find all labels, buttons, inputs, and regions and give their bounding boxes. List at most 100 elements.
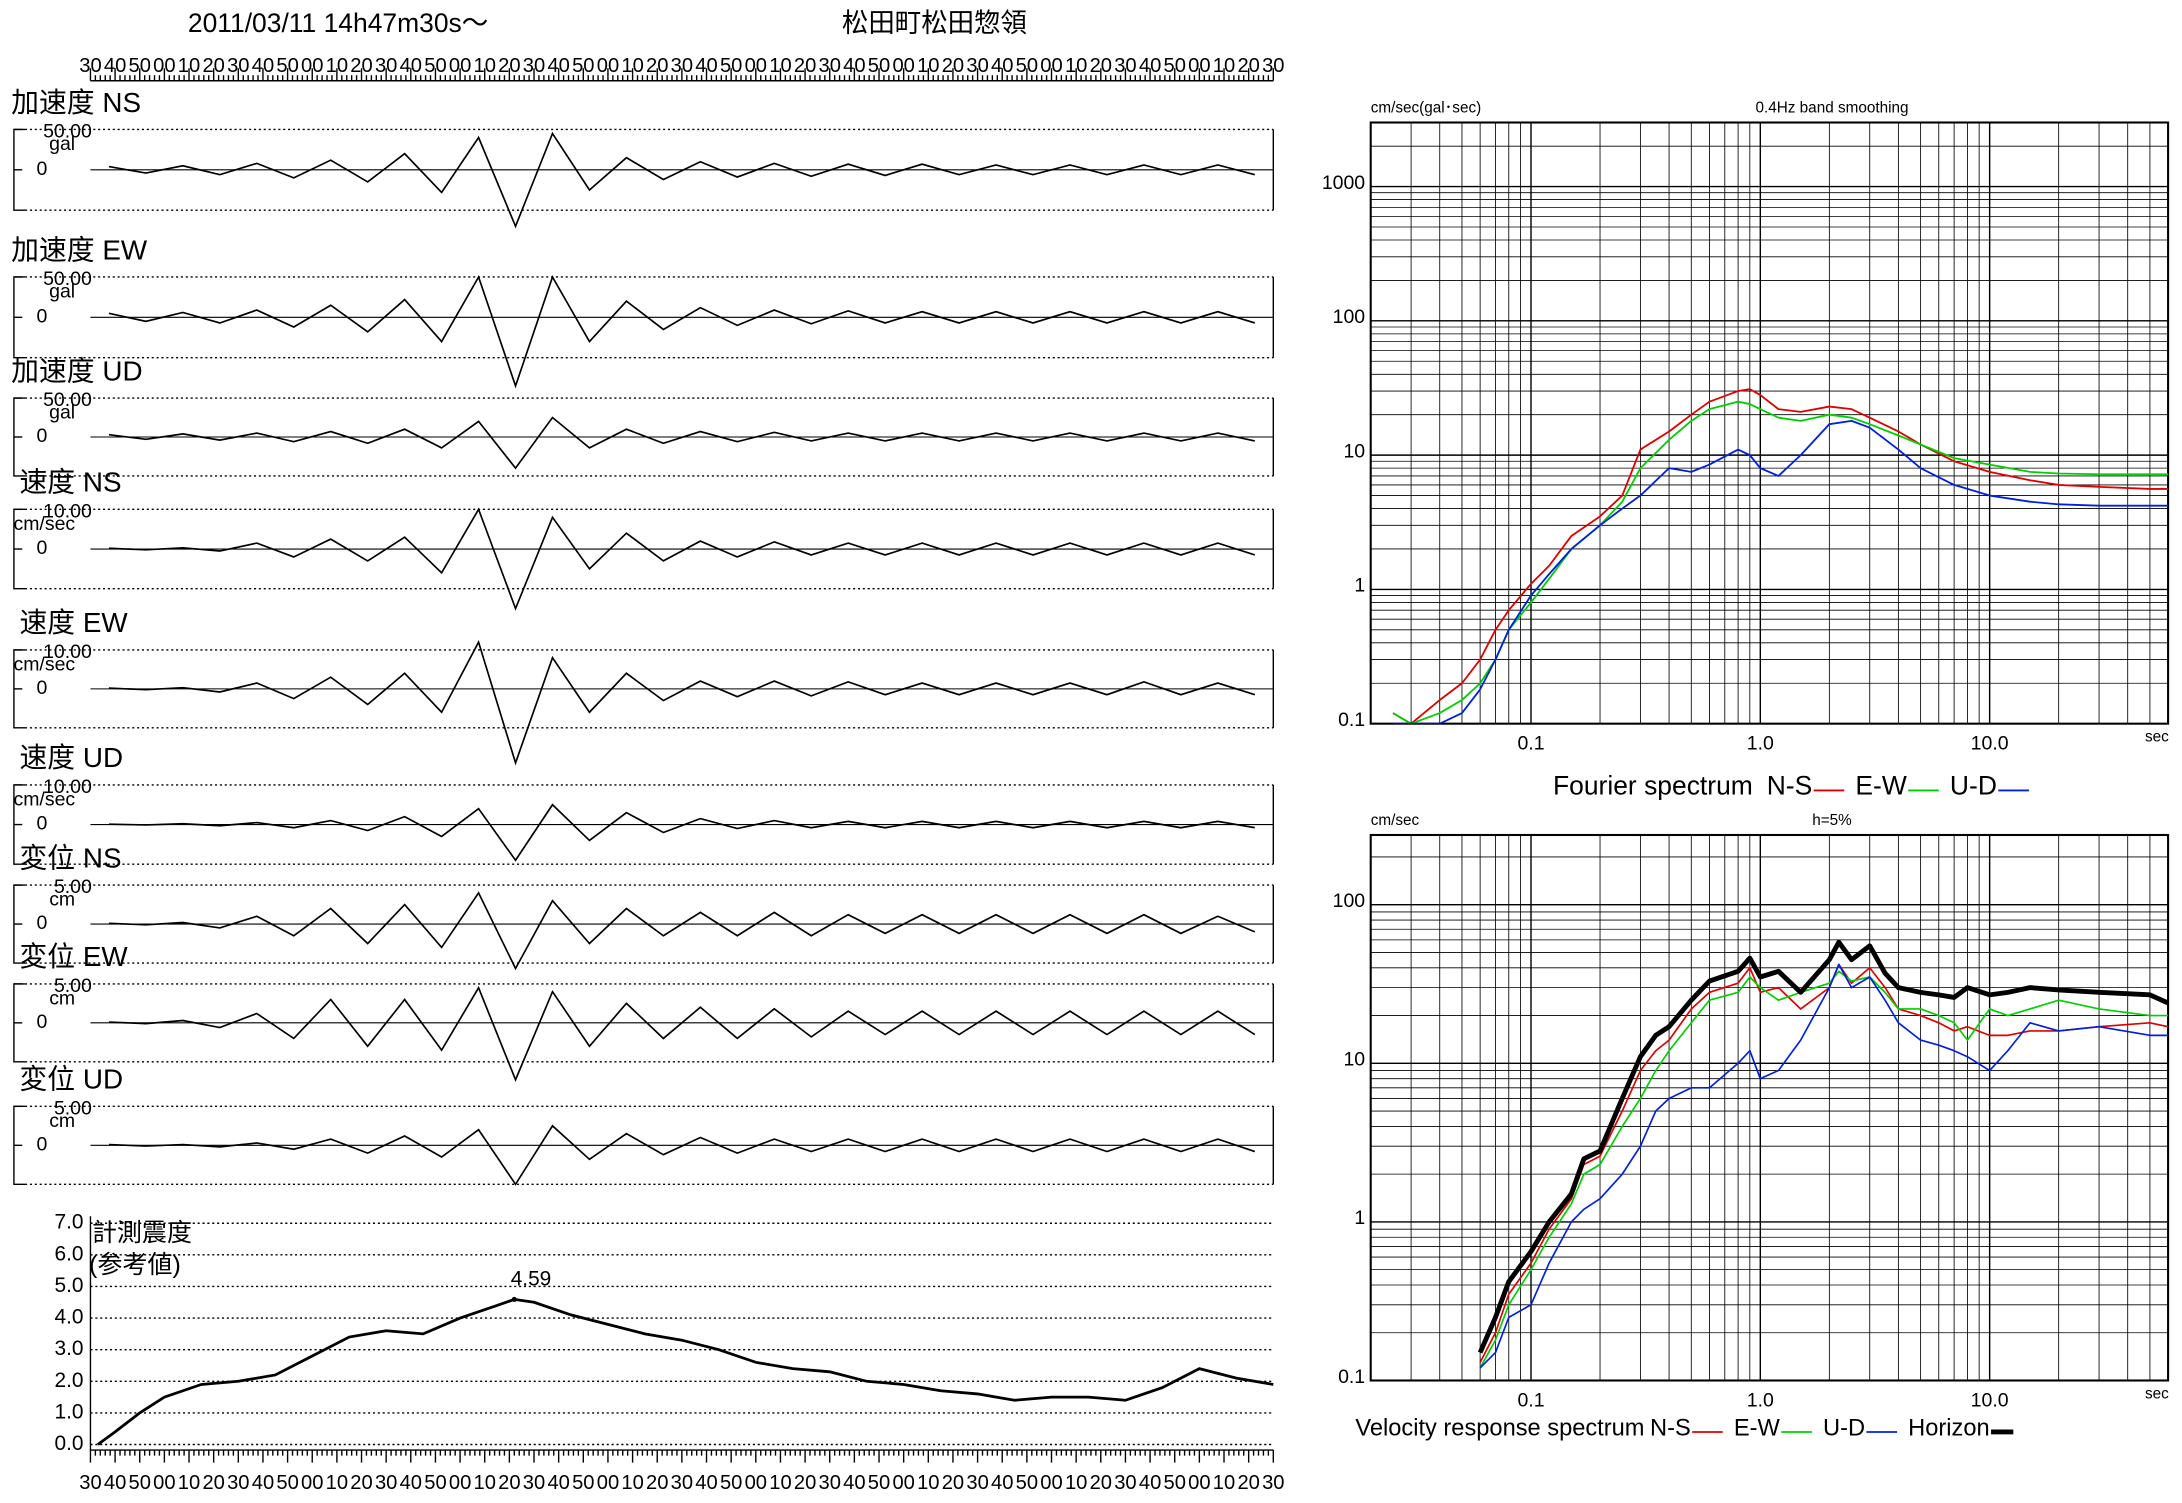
y-tick-label: 0 [36,677,47,699]
time-tick-label: 40 [104,1472,126,1494]
time-tick-label: 10 [178,55,200,77]
legend-title: Velocity response spectrum [1355,1415,1644,1441]
waveform [108,985,1256,1082]
x-tick-label: 1.0 [1747,733,1774,755]
unit-label: gal [49,401,75,423]
time-tick-label: 30 [79,55,101,77]
spectrum-line [1479,970,2169,1369]
time-tick-label: 00 [449,55,471,77]
y-tick-label: 50.00 [43,120,92,142]
y-axis-label: cm/sec [1371,812,1420,829]
time-tick-label: 40 [695,1472,717,1494]
unit-label: gal [49,133,75,155]
time-tick-label: 50 [572,55,594,77]
time-tick-label: 40 [252,1472,274,1494]
time-tick-label: 30 [1262,1472,1284,1494]
y-tick-label: 3.0 [54,1337,83,1360]
time-tick-label: 10 [769,1472,791,1494]
x-tick-label: 10.0 [1971,733,2009,755]
time-tick-label: 30 [671,55,693,77]
chart-title: 0.4Hz band smoothing [1755,100,1908,117]
time-tick-label: 30 [966,1472,988,1494]
time-tick-label: 40 [400,1472,422,1494]
time-tick-label: 30 [523,1472,545,1494]
time-tick-label: 40 [400,55,422,77]
time-tick-label: 40 [547,1472,569,1494]
waveform [108,639,1256,766]
time-tick-label: 20 [350,55,372,77]
time-tick-label: 40 [843,1472,865,1494]
time-tick-label: 40 [1139,1472,1161,1494]
y-tick-label: 0 [36,537,47,559]
series-group [1477,939,2169,1369]
y-tick-label: 0 [36,305,47,327]
time-tick-label: 40 [991,55,1013,77]
y-tick-label: 0.1 [1338,709,1365,731]
time-tick-label: 00 [153,1472,175,1494]
time-tick-label: 50 [1016,55,1038,77]
y-tick-label: 0 [36,1011,47,1033]
time-tick-label: 00 [1040,55,1062,77]
intensity-title: 計測震度 [92,1219,192,1247]
time-tick-label: 50 [868,1472,890,1494]
unit-label: cm [49,889,75,911]
time-tick-label: 50 [424,1472,446,1494]
time-tick-label: 30 [227,1472,249,1494]
time-tick-label: 50 [720,1472,742,1494]
time-tick-label: 20 [794,55,816,77]
time-tick-label: 10 [621,55,643,77]
time-tick-label: 50 [1164,55,1186,77]
trace-title: 加速度 NS [11,87,141,118]
y-tick-label: 100 [1333,890,1366,912]
spectrum-line [1392,388,2169,724]
waveform [108,131,1256,229]
trace-title: 変位 UD [19,1064,123,1095]
time-tick-label: 40 [547,55,569,77]
legend-title: Fourier spectrum [1553,771,1753,801]
waveform [108,507,1256,611]
y-tick-label: 5.00 [54,1097,92,1119]
time-tick-label: 50 [572,1472,594,1494]
y-tick-label: 10.00 [43,500,92,522]
time-tick-label: 20 [942,1472,964,1494]
time-tick-label: 30 [819,55,841,77]
time-tick-label: 10 [178,1472,200,1494]
time-tick-label: 10 [1213,1472,1235,1494]
y-tick-label: 1 [1354,1207,1365,1229]
time-tick-label: 40 [695,55,717,77]
time-tick-label: 50 [720,55,742,77]
time-tick-label: 20 [498,1472,520,1494]
time-tick-label: 20 [1237,1472,1259,1494]
time-tick-label: 10 [917,1472,939,1494]
time-tick-label: 00 [1188,1472,1210,1494]
time-tick-label: 50 [129,1472,151,1494]
time-tick-label: 50 [868,55,890,77]
unit-label: gal [49,280,75,302]
time-tick-label: 30 [227,55,249,77]
y-tick-label: 5.00 [54,876,92,898]
time-tick-label: 10 [917,55,939,77]
y-tick-label: 5.00 [54,975,92,997]
unit-label: cm/sec [13,513,75,535]
time-tick-label: 20 [646,1472,668,1494]
spectrum-line [1392,419,2169,724]
time-tick-label: 20 [1090,1472,1112,1494]
time-tick-label: 10 [1065,55,1087,77]
record-time: 2011/03/11 14h47m30s〜 [188,8,488,38]
legend-label: U-D [1950,771,1997,801]
y-tick-label: 10 [1343,1049,1365,1071]
time-tick-label: 40 [991,1472,1013,1494]
time-tick-label: 10 [769,55,791,77]
y-tick-label: 4.0 [54,1306,83,1329]
x-axis-label: sec [2145,729,2169,746]
time-tick-label: 30 [79,1472,101,1494]
spectrum-line [1479,963,2169,1369]
series-group [1392,388,2169,724]
time-tick-label: 40 [1139,55,1161,77]
y-tick-label: 6.0 [54,1242,83,1265]
time-tick-label: 30 [523,55,545,77]
time-tick-label: 40 [104,55,126,77]
time-tick-label: 20 [498,55,520,77]
y-axis-label: cm/sec(gal･sec) [1371,100,1482,117]
